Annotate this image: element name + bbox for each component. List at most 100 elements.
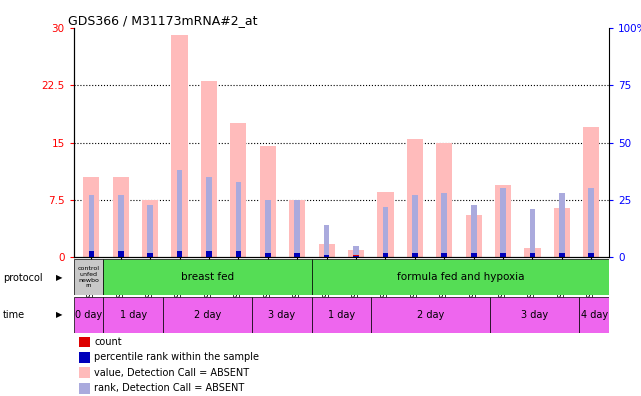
Bar xyxy=(260,147,276,257)
Bar xyxy=(500,188,506,257)
Bar xyxy=(289,200,305,257)
Bar xyxy=(88,254,94,257)
Text: ▶: ▶ xyxy=(56,310,63,319)
Bar xyxy=(588,253,594,257)
Bar xyxy=(294,255,300,257)
Bar xyxy=(500,253,506,257)
Bar xyxy=(588,188,594,257)
Bar xyxy=(412,254,418,257)
Bar xyxy=(588,254,594,257)
Bar xyxy=(118,195,124,257)
Bar xyxy=(113,177,129,257)
Bar xyxy=(500,255,506,257)
Bar xyxy=(88,251,94,257)
Bar xyxy=(583,127,599,257)
Bar xyxy=(147,255,153,257)
Bar xyxy=(201,81,217,257)
Text: GDS366 / M31173mRNA#2_at: GDS366 / M31173mRNA#2_at xyxy=(69,13,258,27)
Bar xyxy=(163,297,252,333)
Text: 2 day: 2 day xyxy=(194,310,221,320)
Bar xyxy=(206,177,212,257)
Text: control
unfed
newbo
rn: control unfed newbo rn xyxy=(78,266,99,288)
Text: 4 day: 4 day xyxy=(581,310,608,320)
Bar xyxy=(559,193,565,257)
Bar xyxy=(79,337,90,347)
Bar xyxy=(529,256,535,257)
Bar xyxy=(490,297,579,333)
Text: 0 day: 0 day xyxy=(75,310,102,320)
Bar xyxy=(312,297,371,333)
Bar xyxy=(471,253,476,257)
Bar xyxy=(177,170,183,257)
Bar xyxy=(353,256,359,257)
Bar xyxy=(230,124,247,257)
Bar xyxy=(412,253,418,257)
Text: 2 day: 2 day xyxy=(417,310,444,320)
Bar xyxy=(118,251,124,257)
Text: 3 day: 3 day xyxy=(269,310,296,320)
Bar xyxy=(412,195,418,257)
Bar xyxy=(142,200,158,257)
Bar xyxy=(324,255,329,257)
Bar xyxy=(265,253,271,257)
Bar xyxy=(495,185,511,257)
Bar xyxy=(294,200,300,257)
Text: formula fed and hypoxia: formula fed and hypoxia xyxy=(397,272,524,282)
Text: time: time xyxy=(3,310,26,320)
Bar xyxy=(559,253,565,257)
Bar xyxy=(371,297,490,333)
Bar xyxy=(147,205,153,257)
Text: 1 day: 1 day xyxy=(120,310,147,320)
Bar xyxy=(324,255,329,257)
Bar xyxy=(465,215,482,257)
Bar xyxy=(79,383,90,394)
Text: 1 day: 1 day xyxy=(328,310,355,320)
Bar xyxy=(312,259,609,295)
Bar xyxy=(265,254,271,257)
Bar xyxy=(103,259,312,295)
Text: percentile rank within the sample: percentile rank within the sample xyxy=(94,352,259,362)
Bar xyxy=(383,255,388,257)
Text: rank, Detection Call = ABSENT: rank, Detection Call = ABSENT xyxy=(94,383,244,393)
Bar xyxy=(79,367,90,378)
Bar xyxy=(524,248,540,257)
Bar xyxy=(294,253,300,257)
Bar xyxy=(147,253,153,257)
Bar xyxy=(348,250,364,257)
Bar xyxy=(252,297,312,333)
Bar xyxy=(442,253,447,257)
Bar xyxy=(559,255,565,257)
Bar xyxy=(383,207,388,257)
Bar xyxy=(74,259,103,295)
Bar xyxy=(265,200,271,257)
Text: ▶: ▶ xyxy=(56,274,63,282)
Bar xyxy=(172,35,188,257)
Bar xyxy=(353,255,359,257)
Text: value, Detection Call = ABSENT: value, Detection Call = ABSENT xyxy=(94,368,249,378)
Bar xyxy=(442,193,447,257)
Bar xyxy=(319,244,335,257)
Bar xyxy=(353,246,359,257)
Bar xyxy=(103,297,163,333)
Bar xyxy=(407,139,423,257)
Bar xyxy=(529,209,535,257)
Bar xyxy=(471,255,476,257)
Text: count: count xyxy=(94,337,122,347)
Bar xyxy=(79,352,90,363)
Bar xyxy=(324,225,329,257)
Bar xyxy=(383,253,388,257)
Bar xyxy=(442,254,447,257)
Bar xyxy=(206,251,212,257)
Bar xyxy=(206,254,212,257)
Bar xyxy=(471,205,476,257)
Bar xyxy=(554,208,570,257)
Bar xyxy=(236,251,241,257)
Bar xyxy=(436,143,453,257)
Bar xyxy=(236,182,241,257)
Bar xyxy=(74,297,103,333)
Bar xyxy=(579,297,609,333)
Text: 3 day: 3 day xyxy=(521,310,548,320)
Bar xyxy=(88,195,94,257)
Bar xyxy=(118,254,124,257)
Text: protocol: protocol xyxy=(3,273,43,283)
